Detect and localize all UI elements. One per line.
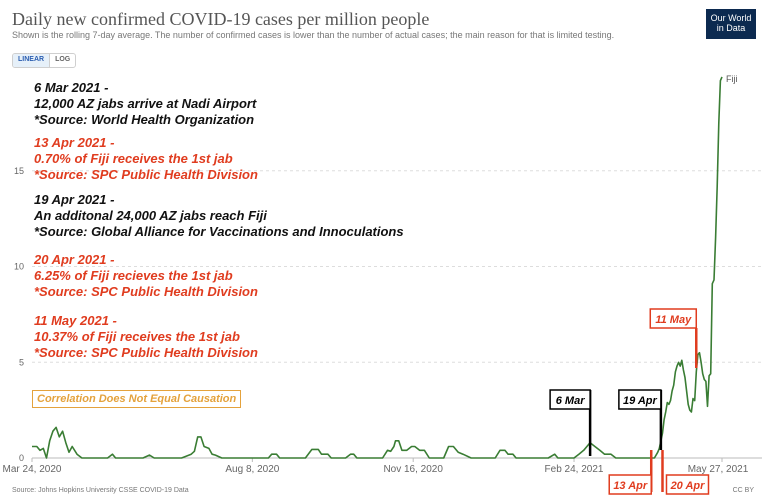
x-tick-label: May 27, 2021 bbox=[688, 464, 749, 475]
x-tick-label: Mar 24, 2020 bbox=[3, 464, 62, 475]
annotation-line: 19 Apr 2021 - bbox=[34, 192, 115, 207]
annotation-line: 6 Mar 2021 - bbox=[34, 80, 109, 95]
owid-logo[interactable]: Our World in Data bbox=[706, 9, 756, 39]
marker-box bbox=[549, 389, 591, 410]
annotation-line: 12,000 AZ jabs arrive at Nadi Airport bbox=[34, 96, 257, 111]
log-scale-button[interactable]: LOG bbox=[55, 56, 71, 63]
y-tick-label: 15 bbox=[14, 166, 24, 176]
license-label[interactable]: CC BY bbox=[732, 487, 754, 494]
marker-label: 20 Apr bbox=[670, 480, 706, 492]
annotation-line: 0.70% of Fiji receives the 1st jab bbox=[34, 151, 233, 166]
y-tick-label: 10 bbox=[14, 262, 24, 272]
annotation-19-apr: 19 Apr 2021 - An additonal 24,000 AZ jab… bbox=[34, 192, 404, 240]
annotation-line: An additonal 24,000 AZ jabs reach Fiji bbox=[34, 208, 267, 223]
x-tick-label: Feb 24, 2021 bbox=[545, 464, 604, 475]
marker-label: 11 May bbox=[655, 314, 692, 326]
annotation-line: *Source: SPC Public Health Division bbox=[34, 345, 258, 360]
correlation-note: Correlation Does Not Equal Causation bbox=[32, 390, 242, 408]
annotation-line: 11 May 2021 - bbox=[34, 313, 117, 328]
annotation-6-mar: 6 Mar 2021 - 12,000 AZ jabs arrive at Na… bbox=[34, 80, 256, 128]
marker-label: 13 Apr bbox=[613, 480, 648, 492]
marker-box bbox=[608, 474, 652, 495]
y-tick-label: 5 bbox=[19, 357, 24, 367]
annotation-line: 6.25% of Fiji recieves the 1st jab bbox=[34, 268, 233, 283]
marker-label: 6 Mar bbox=[556, 395, 585, 407]
x-tick-label: Nov 16, 2020 bbox=[383, 464, 443, 475]
logo-line-1: Our World bbox=[710, 13, 752, 23]
series-line-fiji bbox=[32, 76, 723, 459]
marker-box bbox=[618, 389, 662, 410]
marker-label: 19 Apr bbox=[623, 395, 658, 407]
annotation-line: 10.37% of Fiji receives the 1st jab bbox=[34, 329, 240, 344]
marker-box bbox=[649, 308, 698, 329]
logo-line-2: in Data bbox=[716, 23, 746, 33]
chart-title: Daily new confirmed COVID-19 cases per m… bbox=[12, 9, 430, 29]
y-tick-label: 0 bbox=[19, 453, 24, 463]
annotation-line: *Source: SPC Public Health Division bbox=[34, 167, 258, 182]
x-tick-label: Aug 8, 2020 bbox=[225, 464, 279, 475]
annotation-13-apr: 13 Apr 2021 - 0.70% of Fiji receives the… bbox=[34, 135, 258, 183]
annotation-line: 20 Apr 2021 - bbox=[34, 252, 115, 267]
annotation-line: *Source: World Health Organization bbox=[34, 112, 255, 127]
annotation-11-may: 11 May 2021 - 10.37% of Fiji receives th… bbox=[34, 313, 258, 361]
marker-box bbox=[665, 474, 710, 495]
linear-scale-button[interactable]: LINEAR bbox=[13, 54, 51, 67]
annotation-line: *Source: Global Alliance for Vaccination… bbox=[34, 224, 404, 239]
annotation-line: *Source: SPC Public Health Division bbox=[34, 284, 258, 299]
source-note[interactable]: Source: Johns Hopkins University CSSE CO… bbox=[12, 487, 189, 494]
series-label-fiji: Fiji bbox=[726, 74, 738, 84]
chart-subtitle: Shown is the rolling 7-day average. The … bbox=[12, 30, 615, 40]
annotation-20-apr: 20 Apr 2021 - 6.25% of Fiji recieves the… bbox=[34, 252, 258, 300]
annotation-line: 13 Apr 2021 - bbox=[34, 135, 115, 150]
scale-toggle: LINEAR LOG bbox=[12, 53, 77, 68]
